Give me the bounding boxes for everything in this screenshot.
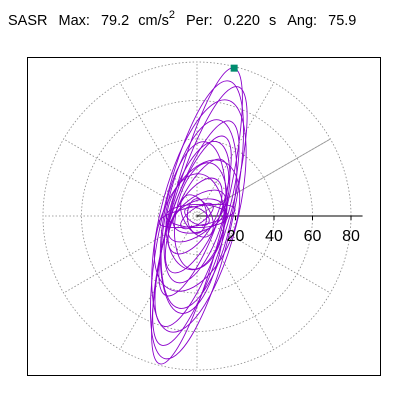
grid-spoke: [63, 138, 198, 217]
radial-tick-labels: 20 40 60 80: [227, 216, 360, 245]
max-label: Max:: [58, 12, 90, 29]
grid-spoke: [119, 215, 198, 350]
orbit-loop: [153, 159, 241, 292]
orbit-loop: [152, 86, 248, 346]
reference-spoke: [196, 138, 331, 217]
radial-tick-label: 80: [342, 228, 360, 245]
orbit-loop: [159, 141, 227, 314]
orbit-traces: [150, 67, 248, 365]
plot-frame: [27, 57, 381, 376]
max-marker-group: [230, 64, 238, 72]
max-unit: cm/s2: [138, 9, 175, 29]
chart-header: SASR Max: 79.2 cm/s2 Per: 0.220 s Ang: 7…: [8, 9, 357, 29]
ang-label: Ang:: [287, 12, 318, 29]
max-unit-exp: 2: [168, 9, 175, 21]
radial-tick-label: 20: [227, 228, 245, 245]
max-unit-base: cm/s: [138, 12, 169, 29]
ang-value: 75.9: [328, 12, 357, 29]
grid-spoke: [196, 215, 331, 294]
orbit-loop: [180, 194, 214, 238]
per-value: 0.220: [223, 12, 260, 29]
orbit-loop: [172, 198, 226, 234]
orbit-loop: [151, 99, 247, 333]
max-marker: [230, 64, 238, 72]
per-label: Per:: [186, 12, 213, 29]
orbit-loop: [180, 202, 214, 230]
radial-tick-label: 40: [265, 228, 283, 245]
per-unit: s: [268, 12, 277, 29]
radial-tick-label: 60: [304, 228, 322, 245]
orbit-loop: [186, 198, 208, 234]
station-code: SASR: [8, 12, 48, 29]
orbit-loop: [163, 140, 231, 284]
orbit-loop: [165, 173, 225, 271]
orbit-loop: [184, 206, 210, 226]
max-value: 79.2: [100, 12, 130, 29]
orbit-loop: [160, 119, 238, 309]
